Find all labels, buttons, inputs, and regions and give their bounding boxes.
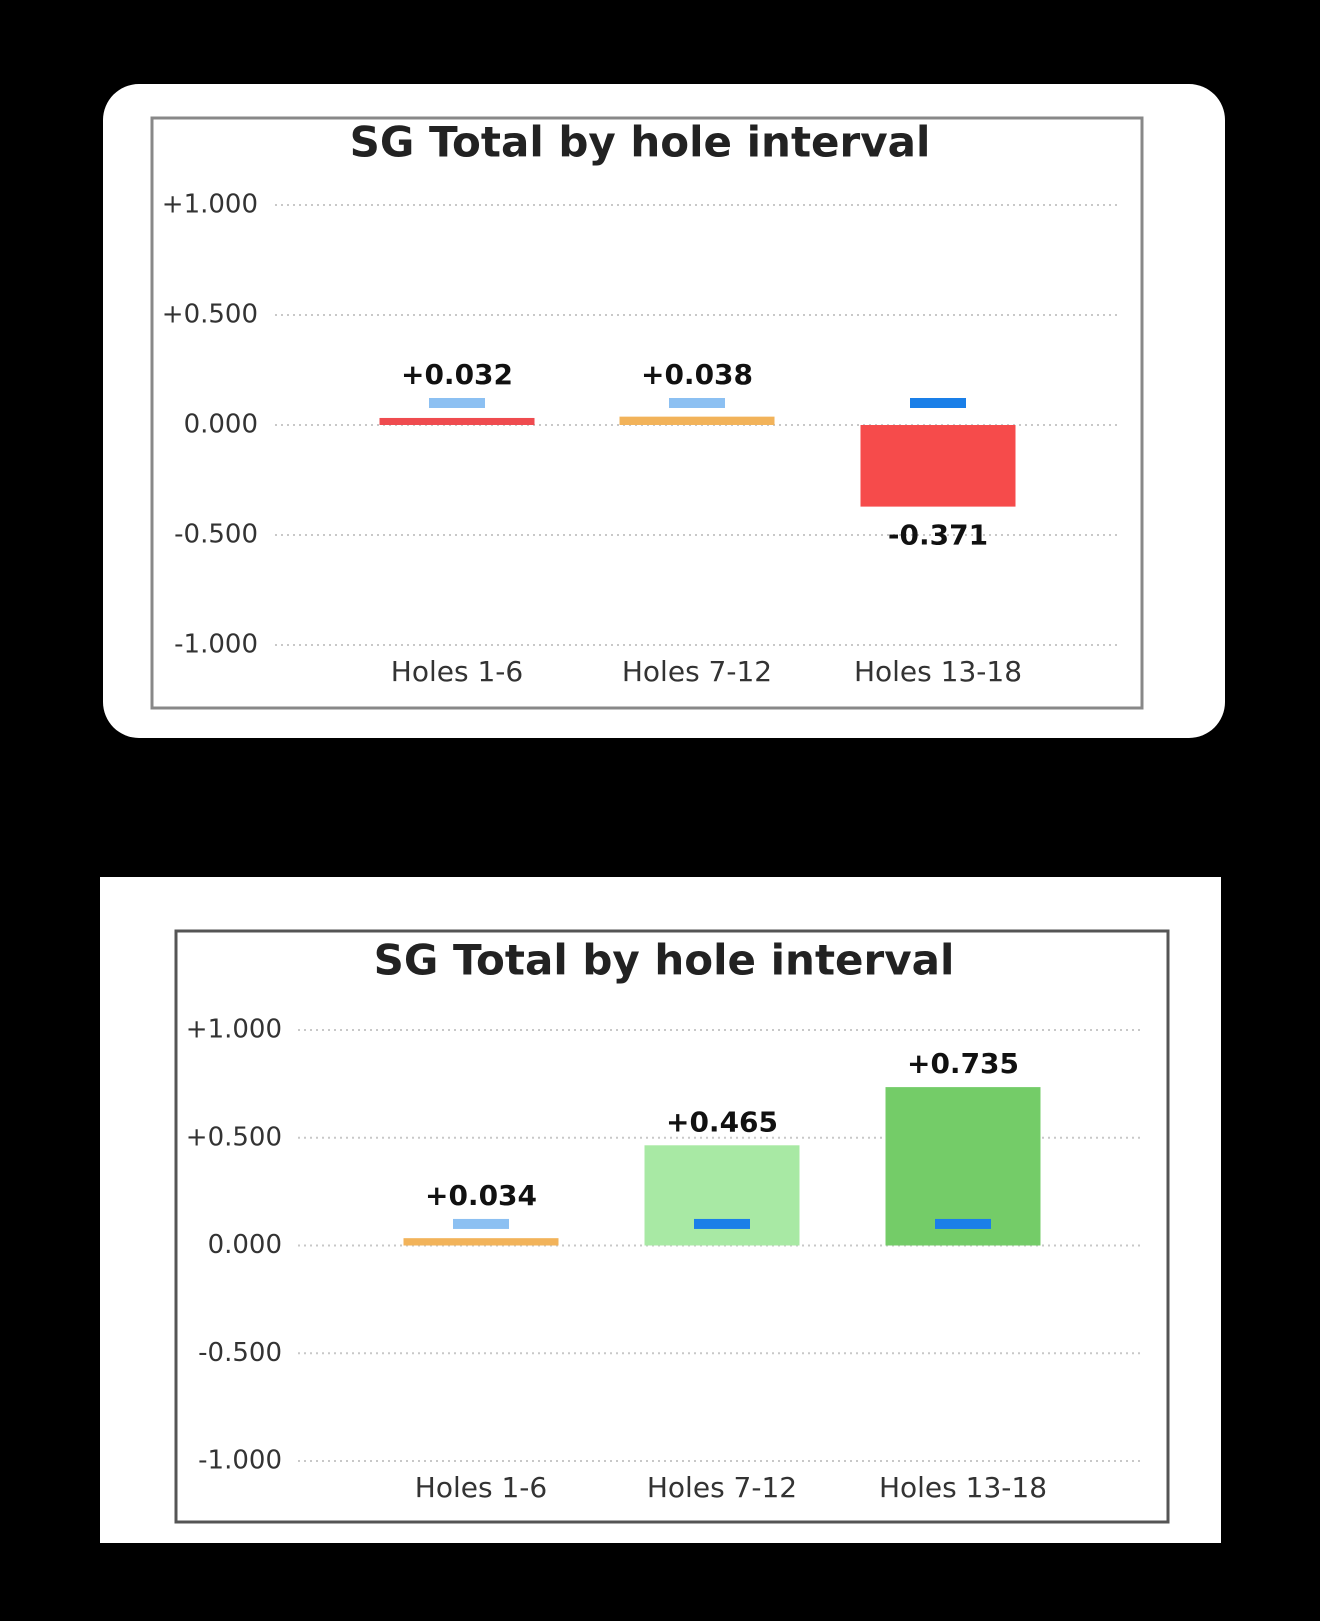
value-label: +0.032	[401, 358, 513, 391]
marker	[453, 1218, 509, 1229]
y-tick-label: -0.500	[174, 520, 258, 550]
chart-title: SG Total by hole interval	[374, 936, 955, 985]
frame	[150, 116, 1144, 710]
value-label: +0.735	[907, 1047, 1019, 1080]
x-tick-label: Holes 1-6	[415, 1471, 547, 1504]
bar	[860, 425, 1016, 507]
marker	[910, 398, 966, 408]
marker	[669, 398, 725, 408]
marker	[935, 1218, 991, 1229]
bar	[403, 1238, 559, 1246]
card	[103, 84, 1225, 738]
y-tick-label: -1.000	[174, 630, 258, 660]
value-label: +0.465	[666, 1105, 778, 1138]
y-tick-label: +0.500	[186, 1122, 282, 1152]
value-label: +0.038	[641, 358, 753, 391]
x-tick-label: Holes 7-12	[647, 1471, 797, 1504]
bar	[644, 1145, 800, 1246]
frame	[174, 929, 1170, 1524]
y-tick-label: +0.500	[162, 300, 258, 330]
marker	[694, 1218, 750, 1229]
value-label: +0.034	[425, 1179, 537, 1212]
y-tick-label: -1.000	[198, 1446, 282, 1476]
x-tick-label: Holes 1-6	[391, 655, 523, 688]
y-tick-label: 0.000	[208, 1230, 282, 1260]
bar	[379, 417, 535, 425]
x-tick-label: Holes 13-18	[854, 655, 1022, 688]
y-tick-label: +1.000	[162, 190, 258, 220]
marker	[429, 398, 485, 408]
bar	[619, 416, 775, 425]
y-tick-label: 0.000	[184, 410, 258, 440]
value-label: -0.371	[888, 519, 988, 552]
chart-title: SG Total by hole interval	[350, 118, 931, 167]
x-tick-label: Holes 7-12	[622, 655, 772, 688]
y-tick-label: -0.500	[198, 1338, 282, 1368]
x-tick-label: Holes 13-18	[879, 1471, 1047, 1504]
y-tick-label: +1.000	[186, 1015, 282, 1045]
